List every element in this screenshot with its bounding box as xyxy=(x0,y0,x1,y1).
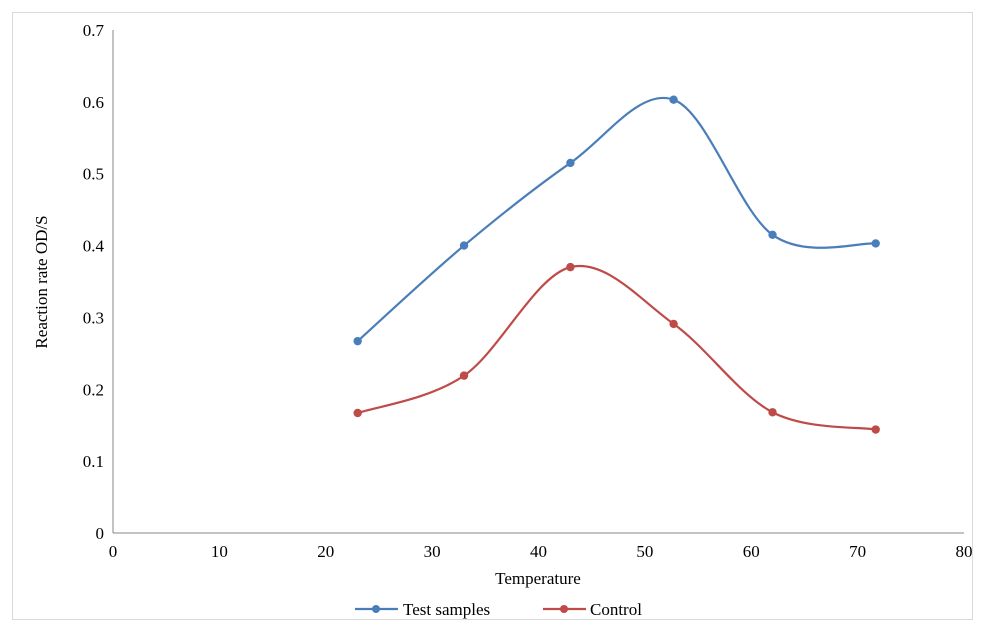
data-point-test-samples xyxy=(768,230,777,239)
data-point-test-samples xyxy=(459,241,469,250)
x-tick-label: 0 xyxy=(109,542,118,561)
y-tick-label: 0.5 xyxy=(83,165,104,184)
y-axis-title: Reaction rate OD/S xyxy=(32,215,51,348)
x-tick-label: 50 xyxy=(636,542,653,561)
y-tick-label: 0.6 xyxy=(83,93,104,112)
y-tick-label: 0.7 xyxy=(83,21,105,40)
chart-border xyxy=(12,12,973,620)
y-tick-label: 0 xyxy=(96,524,105,543)
y-tick-label: 0.2 xyxy=(83,380,104,399)
x-axis-title: Temperature xyxy=(495,569,581,588)
legend-marker-control xyxy=(560,605,568,613)
x-tick-label: 30 xyxy=(424,542,441,561)
series-layer xyxy=(353,95,880,434)
data-point-test-samples xyxy=(566,158,575,168)
data-point-control xyxy=(871,425,880,434)
data-point-control xyxy=(459,371,469,380)
x-tick-label: 80 xyxy=(956,542,973,561)
data-point-control xyxy=(566,262,575,272)
legend: Test samples Control xyxy=(355,600,642,619)
series-line-control xyxy=(357,264,876,431)
data-point-control xyxy=(768,408,777,417)
data-point-control xyxy=(669,319,678,329)
data-point-test-samples xyxy=(353,336,362,346)
data-point-test-samples xyxy=(871,239,880,248)
legend-label-control: Control xyxy=(590,600,642,619)
x-tick-label: 10 xyxy=(211,542,228,561)
y-tick-label: 0.4 xyxy=(83,237,105,256)
data-point-test-samples xyxy=(669,95,678,104)
y-tick-labels: 0 0.1 0.2 0.3 0.4 0.5 0.6 0.7 xyxy=(83,21,105,543)
legend-label-test-samples: Test samples xyxy=(403,600,490,619)
x-tick-label: 40 xyxy=(530,542,547,561)
x-tick-labels: 0 10 20 30 40 50 60 70 80 xyxy=(109,542,973,561)
legend-marker-test-samples xyxy=(372,605,380,613)
x-tick-label: 60 xyxy=(743,542,760,561)
x-tick-label: 20 xyxy=(317,542,334,561)
y-tick-label: 0.1 xyxy=(83,452,104,471)
axes xyxy=(112,30,964,534)
series-line-test-samples xyxy=(356,96,876,342)
y-tick-label: 0.3 xyxy=(83,308,104,327)
data-point-control xyxy=(353,408,362,418)
x-tick-label: 70 xyxy=(849,542,866,561)
